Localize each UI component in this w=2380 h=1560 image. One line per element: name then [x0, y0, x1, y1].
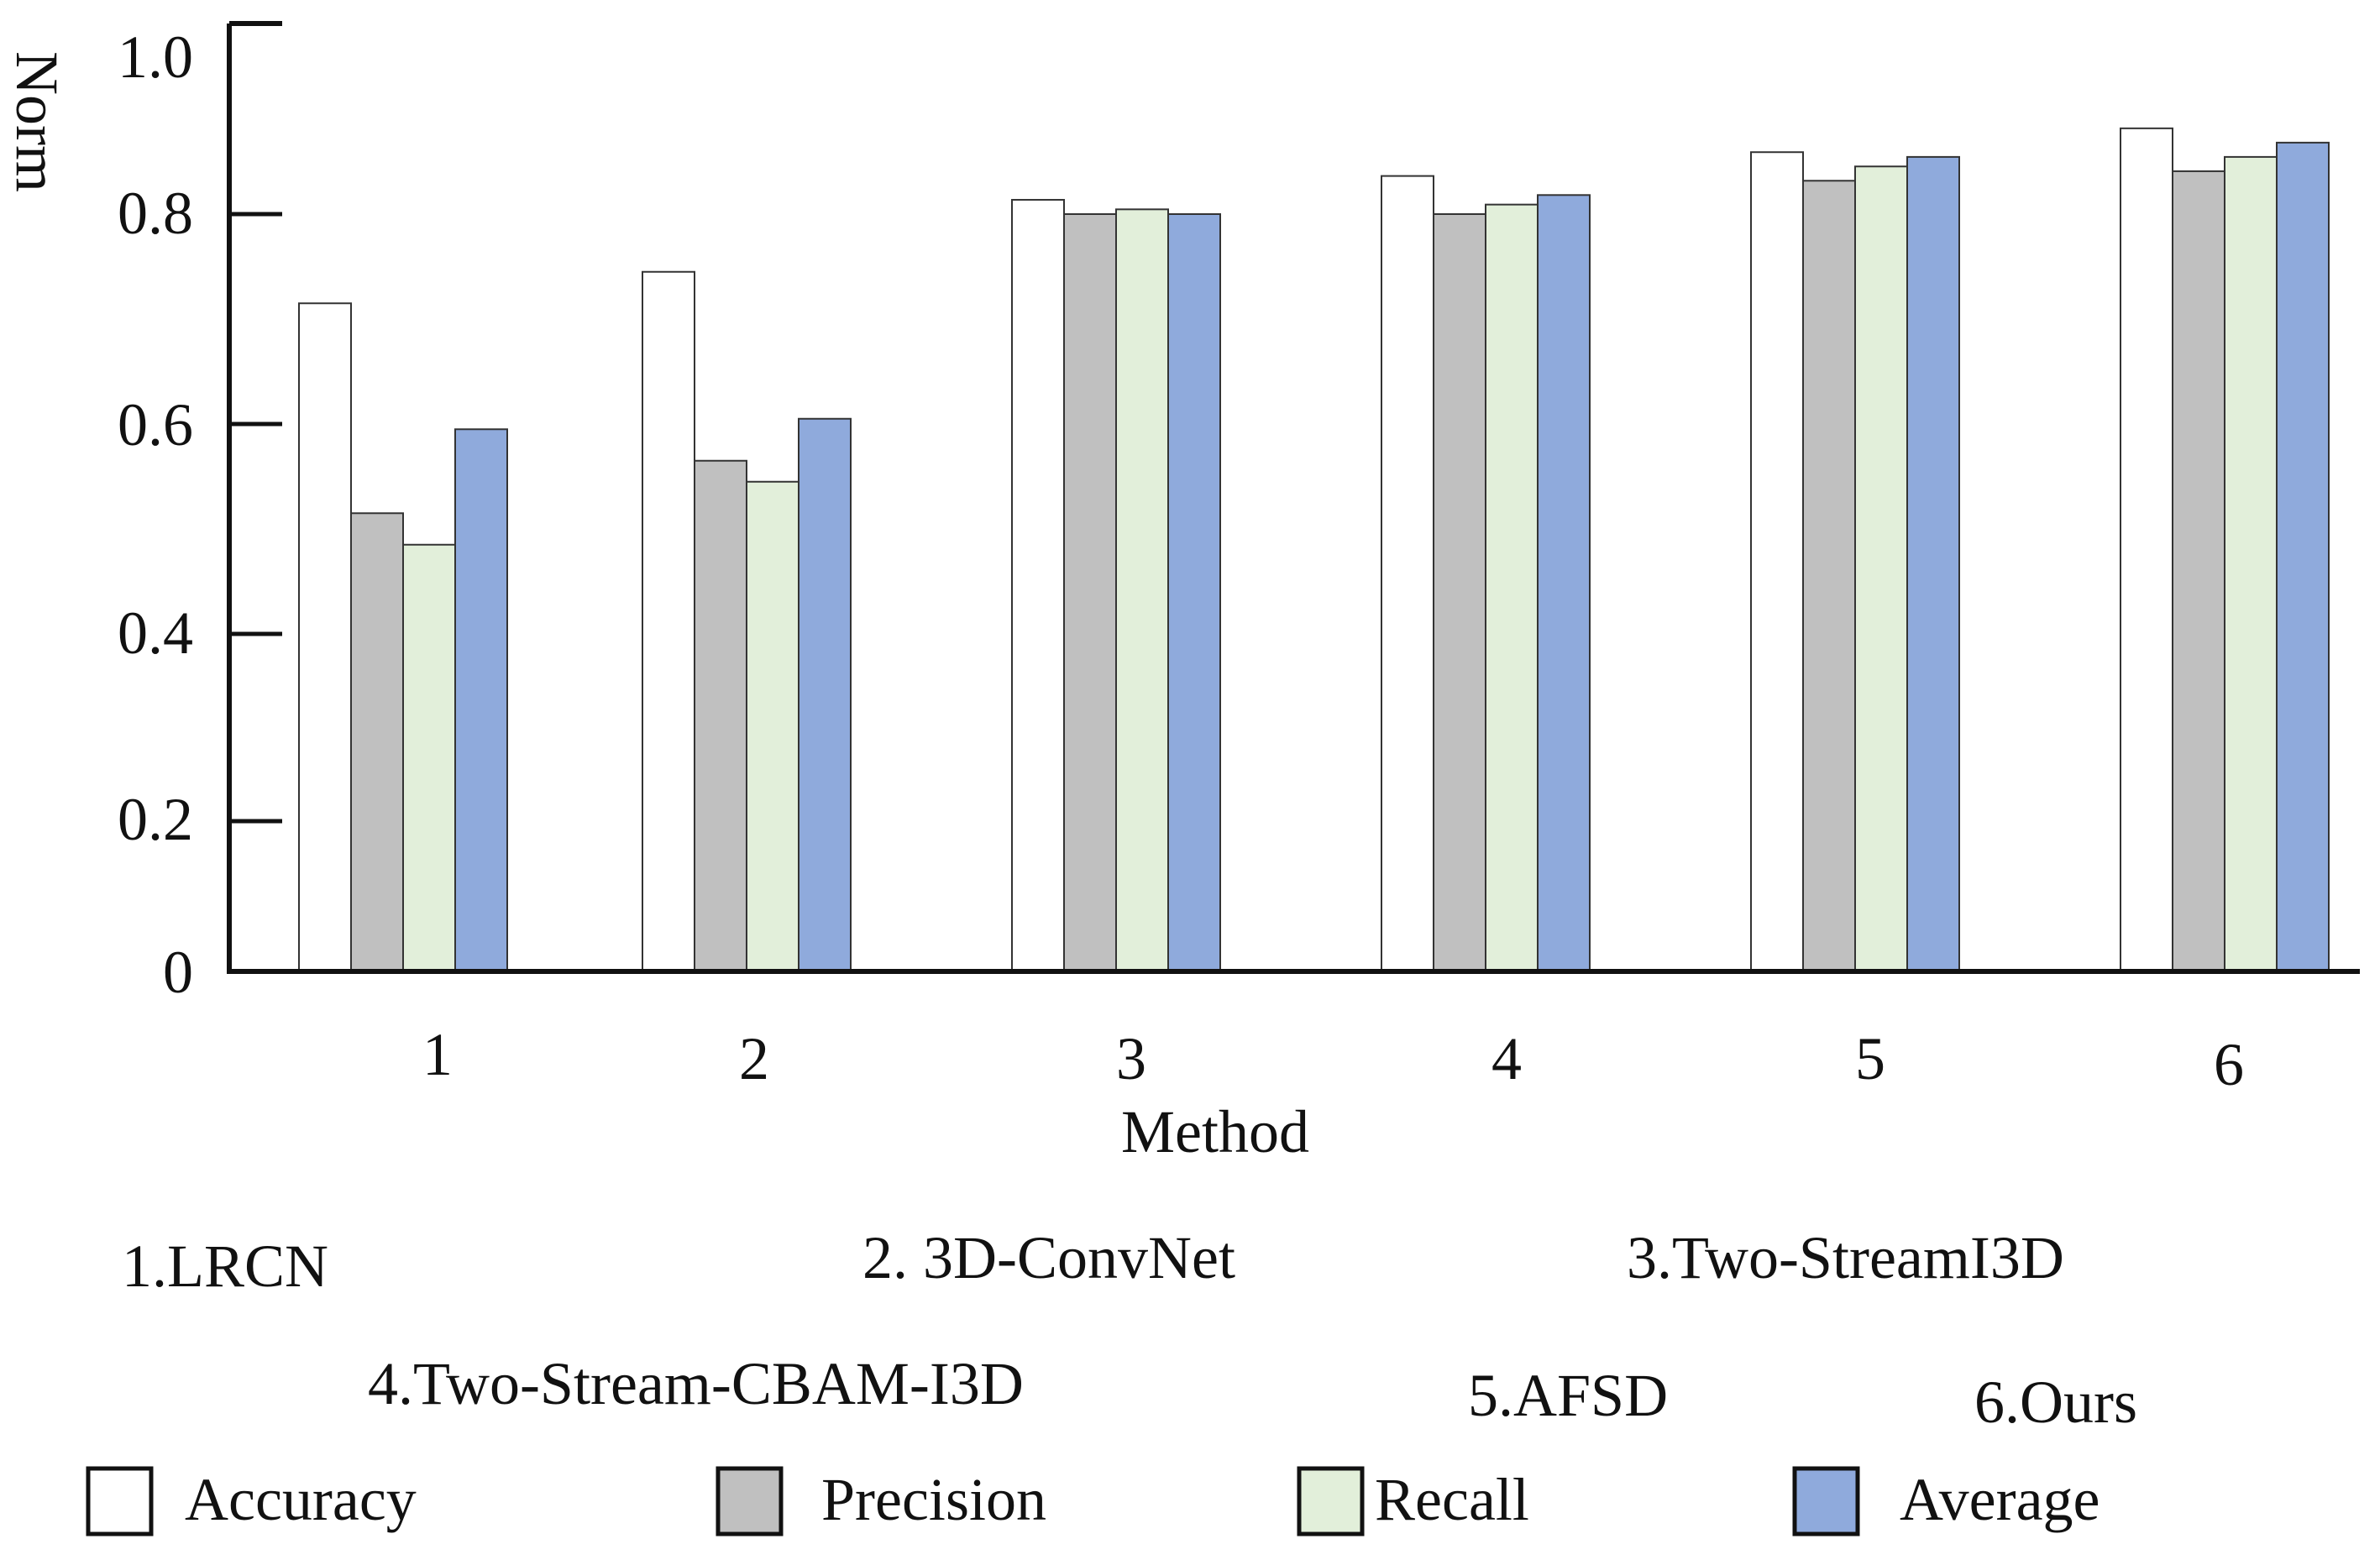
- bar-recall-method-4: [1485, 203, 1539, 972]
- method-name-5: 5.AFSD: [1468, 1362, 1668, 1429]
- y-ticks: 0 0.2 0.4 0.6 0.8 1.0: [118, 21, 282, 1006]
- bar-precision-method-5: [1802, 180, 1856, 972]
- y-tick-label: 0.8: [118, 180, 193, 247]
- x-tick-label: 6: [2214, 1031, 2244, 1098]
- bar-recall-method-5: [1854, 165, 1908, 972]
- bar-average-method-5: [1906, 155, 1960, 972]
- bar-average-method-6: [2276, 141, 2330, 972]
- bar-precision-method-2: [694, 459, 747, 972]
- y-tick-label: 1.0: [118, 24, 193, 91]
- legend-swatch-average: [1792, 1466, 1860, 1536]
- legend-swatch-precision: [716, 1466, 784, 1536]
- x-tick-label: 1: [422, 1021, 453, 1088]
- bar-recall-method-2: [746, 480, 799, 972]
- bar-precision-method-1: [350, 512, 404, 972]
- x-tick-label: 4: [1491, 1025, 1522, 1092]
- bar-precision-method-4: [1433, 213, 1486, 972]
- bar-precision-method-3: [1063, 213, 1117, 972]
- bar-accuracy-method-4: [1381, 175, 1434, 973]
- bar-average-method-3: [1167, 213, 1221, 972]
- bar-recall-method-6: [2224, 155, 2278, 972]
- bar-precision-method-6: [2172, 170, 2225, 973]
- method-name-6: 6.Ours: [1974, 1369, 2137, 1436]
- legend: Accuracy Precision Recall Average: [86, 1466, 2100, 1536]
- y-tick-label: 0: [163, 939, 193, 1006]
- bar-average-method-4: [1537, 194, 1591, 973]
- x-tick-label: 3: [1116, 1025, 1146, 1092]
- y-tick-label: 0.6: [118, 391, 193, 458]
- method-name-3: 3.Two-StreamI3D: [1627, 1224, 2064, 1291]
- method-name-2: 2. 3D-ConvNet: [862, 1224, 1235, 1291]
- bar-accuracy-method-3: [1011, 198, 1065, 973]
- bar-accuracy-method-1: [298, 302, 352, 972]
- bar-average-method-1: [454, 428, 508, 972]
- method-name-4: 4.Two-Stream-CBAM-I3D: [368, 1350, 1024, 1417]
- x-tick-label: 2: [739, 1025, 769, 1092]
- x-axis-title: Method: [1121, 1098, 1309, 1165]
- x-tick-label: 5: [1855, 1025, 1885, 1092]
- method-name-list: 1.LRCN 2. 3D-ConvNet 3.Two-StreamI3D 4.Two-…: [122, 1224, 2137, 1436]
- legend-label-average: Average: [1900, 1466, 2100, 1533]
- bar-recall-method-1: [402, 543, 456, 972]
- bars-layer: [298, 127, 2330, 973]
- legend-label-accuracy: Accuracy: [185, 1466, 417, 1533]
- legend-swatch-accuracy: [86, 1466, 154, 1536]
- y-axis-title: Norm: [3, 51, 71, 192]
- y-tick-label: 0.2: [118, 786, 193, 853]
- legend-label-recall: Recall: [1375, 1466, 1529, 1533]
- bar-average-method-2: [798, 417, 852, 972]
- bar-accuracy-method-2: [642, 270, 695, 972]
- bar-recall-method-3: [1115, 208, 1169, 972]
- bar-accuracy-method-5: [1750, 151, 1804, 973]
- method-name-1: 1.LRCN: [122, 1233, 328, 1300]
- legend-label-precision: Precision: [821, 1466, 1046, 1533]
- legend-swatch-recall: [1297, 1466, 1365, 1536]
- x-ticks: 1 2 3 4 5 6: [422, 1021, 2244, 1098]
- y-tick-label: 0.4: [118, 599, 193, 667]
- bar-accuracy-method-6: [2120, 127, 2173, 973]
